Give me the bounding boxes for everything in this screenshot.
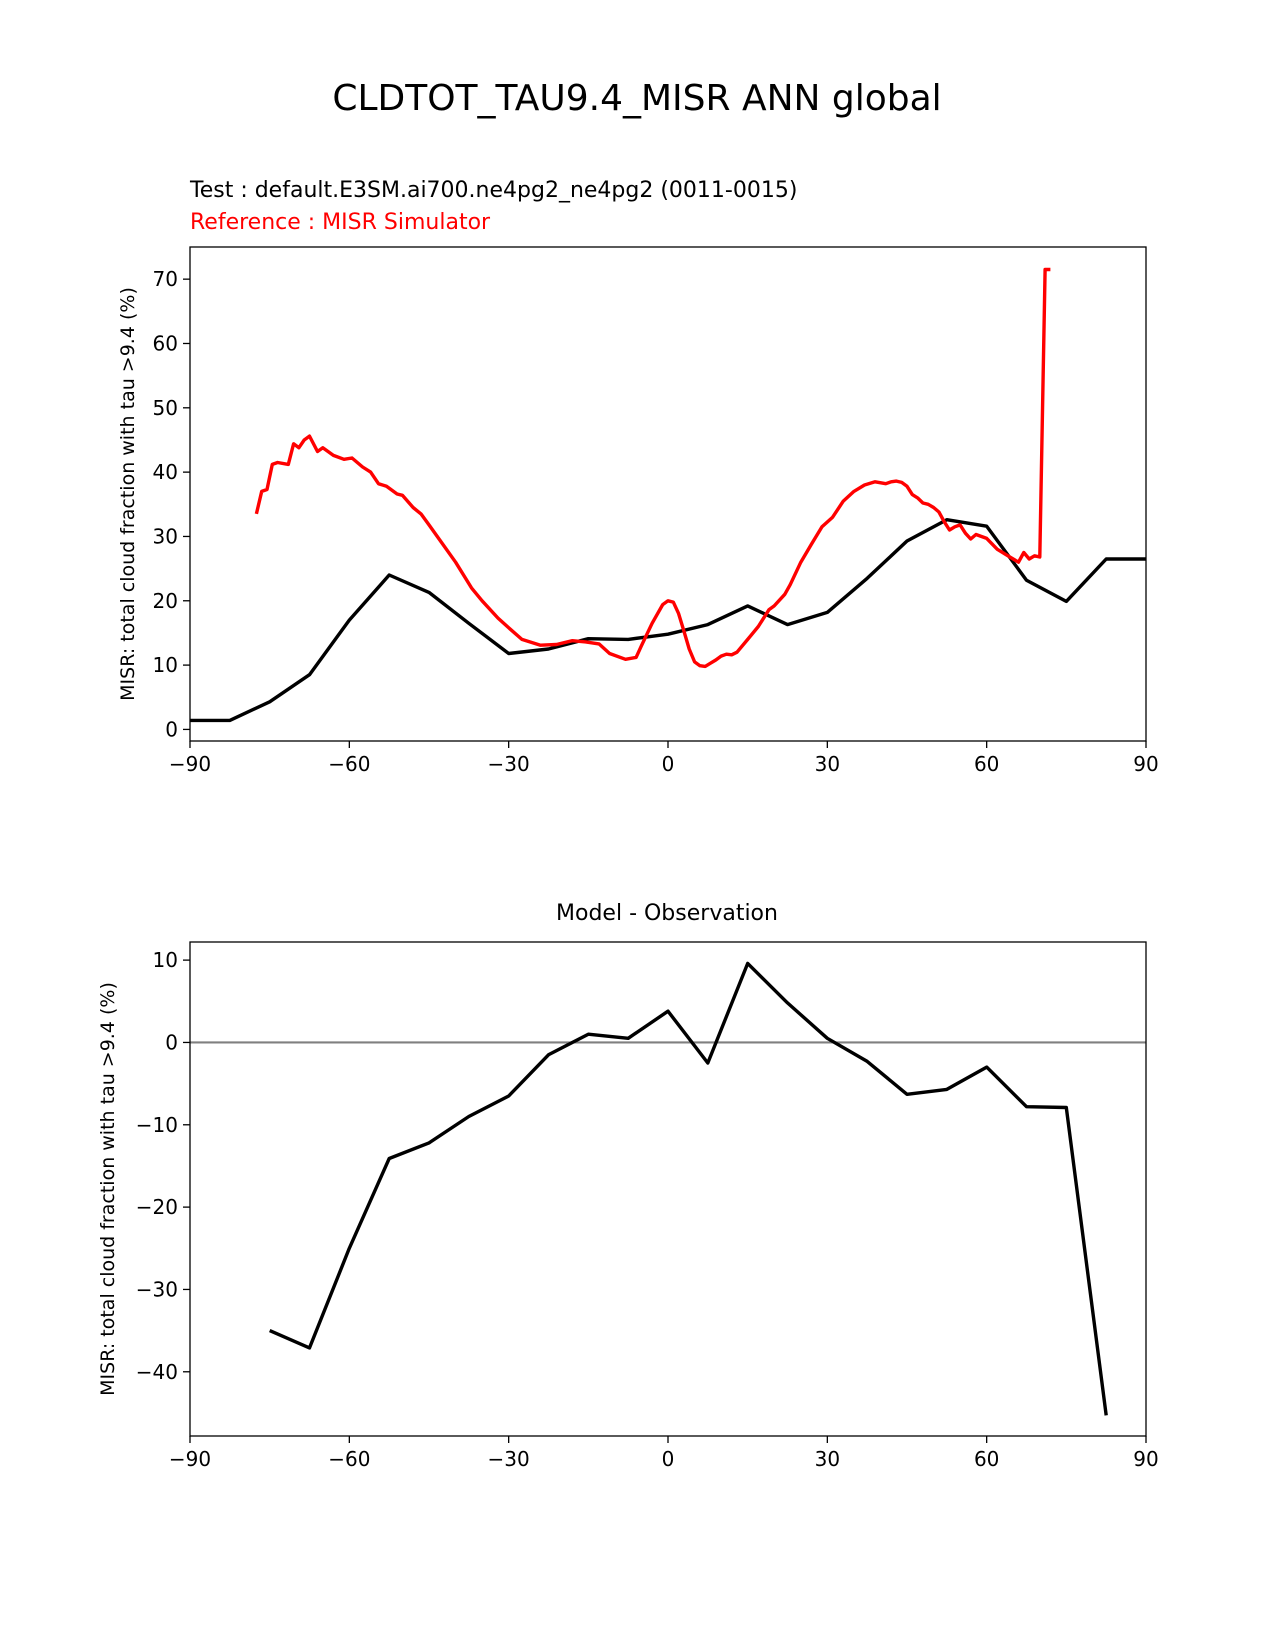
y-tick-label: 50 <box>153 396 178 420</box>
top-subtitle-test: Test : default.E3SM.ai700.ne4pg2_ne4pg2 … <box>189 178 797 203</box>
bottom-chart: Model - Observation MISR: total cloud fr… <box>97 901 1159 1471</box>
top-chart: Test : default.E3SM.ai700.ne4pg2_ne4pg2 … <box>117 178 1159 776</box>
x-tick-label: −60 <box>328 752 370 776</box>
x-tick-label: 60 <box>974 1447 999 1471</box>
y-tick-label: −40 <box>136 1360 178 1384</box>
y-tick-label: 70 <box>153 267 178 291</box>
x-tick-label: 30 <box>815 752 840 776</box>
axes-frame <box>189 246 1147 742</box>
x-tick-label: 90 <box>1133 752 1158 776</box>
x-tick-label: −30 <box>488 752 530 776</box>
top-plot-area: −90 −60 −30 0 30 60 90 0 10 20 30 40 50 60 70 <box>153 246 1159 776</box>
x-tick-label: 90 <box>1133 1447 1158 1471</box>
x-tick-label: 0 <box>662 1447 675 1471</box>
bottom-y-axis-label: MISR: total cloud fraction with tau >9.4… <box>97 982 119 1396</box>
y-tick-label: −10 <box>136 1113 178 1137</box>
y-tick-label: 10 <box>153 948 178 972</box>
x-tick-label: −90 <box>169 752 211 776</box>
y-tick-label: 0 <box>165 717 178 741</box>
series-line-0 <box>269 961 1108 1416</box>
y-tick-label: −30 <box>136 1277 178 1301</box>
x-tick-label: −60 <box>328 1447 370 1471</box>
top-y-axis-label: MISR: total cloud fraction with tau >9.4… <box>117 287 139 701</box>
y-tick-label: 20 <box>153 589 178 613</box>
series-line-1 <box>254 267 1051 669</box>
x-tick-label: −30 <box>488 1447 530 1471</box>
x-tick-label: 60 <box>974 752 999 776</box>
y-tick-label: 30 <box>153 524 178 548</box>
axes-frame <box>189 941 1147 1437</box>
y-tick-label: 60 <box>153 331 178 355</box>
y-tick-label: 10 <box>153 653 178 677</box>
y-tick-label: −20 <box>136 1195 178 1219</box>
figure-title: CLDTOT_TAU9.4_MISR ANN global <box>332 78 941 119</box>
x-tick-label: 30 <box>815 1447 840 1471</box>
bottom-plot-area: −90 −60 −30 0 30 60 90 −40 −30 −20 −10 0 10 <box>136 941 1159 1471</box>
x-tick-label: −90 <box>169 1447 211 1471</box>
bottom-chart-title: Model - Observation <box>556 901 778 926</box>
series-line-0 <box>190 518 1146 723</box>
x-tick-label: 0 <box>662 752 675 776</box>
y-tick-label: 0 <box>165 1030 178 1054</box>
top-subtitle-reference: Reference : MISR Simulator <box>190 210 491 235</box>
y-tick-label: 40 <box>153 460 178 484</box>
